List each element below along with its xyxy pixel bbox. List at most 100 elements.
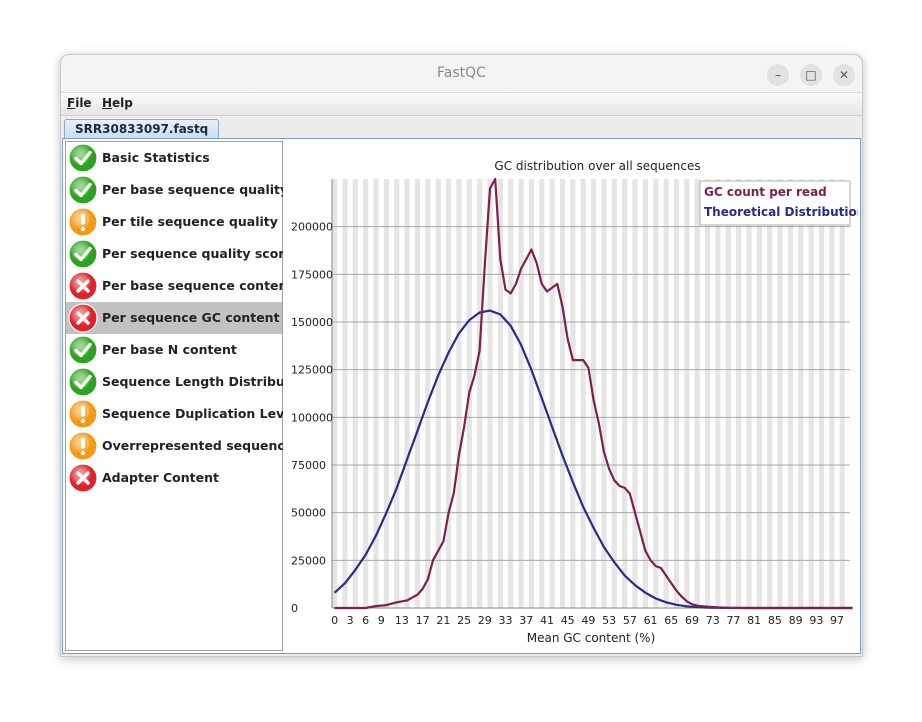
x-tick-label: 21 xyxy=(436,614,450,627)
module-item[interactable]: Per sequence quality scores xyxy=(66,238,300,270)
module-item[interactable]: Per base N content xyxy=(66,334,282,366)
cross-icon xyxy=(68,463,98,493)
grid-stripe xyxy=(715,179,721,608)
grid-stripe xyxy=(663,179,669,608)
title-bar[interactable]: FastQC – □ ✕ xyxy=(61,55,862,93)
x-tick-label: 89 xyxy=(789,614,803,627)
module-item[interactable]: Per sequence GC content xyxy=(66,302,282,334)
window-title: FastQC xyxy=(437,65,486,81)
grid-stripe xyxy=(404,179,410,608)
x-tick-label: 41 xyxy=(540,614,554,627)
fastqc-window: FastQC – □ ✕ File Help SRR30833097.fastq… xyxy=(60,54,863,657)
grid-stripe xyxy=(342,179,348,608)
module-item[interactable]: Overrepresented sequences xyxy=(66,430,301,462)
grid-stripe xyxy=(425,179,431,608)
grid-stripe xyxy=(332,179,338,608)
maximize-button[interactable]: □ xyxy=(800,64,822,86)
x-tick-label: 37 xyxy=(519,614,533,627)
chart-svg: GC distribution over all sequences 0 25000… xyxy=(291,159,858,645)
x-tick-label: 25 xyxy=(457,614,471,627)
warning-icon xyxy=(68,399,98,429)
warning-icon xyxy=(68,207,98,237)
grid-stripe xyxy=(642,179,648,608)
check-icon xyxy=(68,175,98,205)
grid-stripe xyxy=(673,179,680,608)
module-item[interactable]: Adapter Content xyxy=(66,462,282,494)
legend-entry: GC count per read xyxy=(704,185,827,199)
gc-content-chart: GC distribution over all sequences 0 25000… xyxy=(283,141,858,651)
y-tick-label: 175000 xyxy=(291,268,333,281)
x-tick-label: 73 xyxy=(706,614,720,627)
module-label: Overrepresented sequences xyxy=(102,438,301,453)
module-label: Per tile sequence quality xyxy=(102,214,278,229)
chart-title: GC distribution over all sequences xyxy=(494,159,700,173)
grid-stripe xyxy=(518,179,524,608)
legend-box xyxy=(699,180,851,226)
grid-stripe xyxy=(373,179,379,608)
grid-stripe xyxy=(829,179,835,608)
maximize-icon: □ xyxy=(805,68,817,82)
grid-stripe xyxy=(736,179,742,608)
x-tick-label: 17 xyxy=(416,614,430,627)
grid-stripe xyxy=(839,179,845,608)
menu-help[interactable]: Help xyxy=(102,96,133,110)
module-item[interactable]: Sequence Duplication Levels xyxy=(66,398,304,430)
x-tick-label: 6 xyxy=(362,614,369,627)
module-item[interactable]: Per base sequence content xyxy=(66,270,293,302)
x-tick-label: 45 xyxy=(561,614,575,627)
module-item[interactable]: Basic Statistics xyxy=(66,142,282,174)
grid-stripe xyxy=(559,179,566,608)
grid-stripe xyxy=(746,179,752,608)
check-icon xyxy=(68,143,98,173)
grid-stripe xyxy=(622,179,628,608)
y-tick-label: 0 xyxy=(291,602,298,615)
y-tick-label: 100000 xyxy=(291,411,333,424)
module-label: Per sequence quality scores xyxy=(102,246,301,261)
grid-stripe xyxy=(363,179,369,608)
module-label: Per sequence GC content xyxy=(102,310,280,325)
check-icon xyxy=(68,367,98,397)
x-tick-label: 49 xyxy=(581,614,595,627)
grid-stripe xyxy=(456,179,462,608)
minimize-button[interactable]: – xyxy=(767,64,789,86)
close-button[interactable]: ✕ xyxy=(833,64,855,86)
x-tick-label: 69 xyxy=(685,614,699,627)
module-item[interactable]: Per base sequence quality xyxy=(66,174,288,206)
grid-stripe xyxy=(549,179,555,608)
chart-legend: GC count per read Theoretical Distributio… xyxy=(699,180,858,226)
grid-stripe xyxy=(611,179,617,608)
grid-stripe xyxy=(756,179,762,608)
x-tick-label: 85 xyxy=(768,614,782,627)
x-tick-label: 77 xyxy=(726,614,740,627)
module-list: Basic Statistics Per base sequence qualit… xyxy=(65,141,313,651)
y-tick-label: 200000 xyxy=(291,221,333,234)
module-item[interactable]: Per tile sequence quality xyxy=(66,206,282,238)
report-panel: Basic Statistics Per base sequence qualit… xyxy=(62,138,861,654)
module-item[interactable]: Sequence Length Distribution xyxy=(66,366,313,398)
x-tick-label: 0 xyxy=(331,614,338,627)
grid-stripe xyxy=(528,179,535,608)
minimize-icon: – xyxy=(775,68,781,82)
cross-icon xyxy=(68,271,98,301)
x-tick-label: 3 xyxy=(347,614,354,627)
grid-stripe xyxy=(725,179,731,608)
grid-stripe xyxy=(487,179,493,608)
grid-stripe xyxy=(394,179,400,608)
menu-file[interactable]: File xyxy=(67,96,92,110)
grid-stripe xyxy=(777,179,783,608)
close-icon: ✕ xyxy=(838,68,850,82)
menu-bar: File Help xyxy=(61,93,862,116)
grid-stripe xyxy=(445,179,452,608)
grid-stripe xyxy=(414,179,421,608)
grid-stripe xyxy=(684,179,690,608)
grid-stripe xyxy=(539,179,545,608)
series-line xyxy=(333,309,853,610)
grid-stripe xyxy=(477,179,483,608)
cross-icon xyxy=(68,303,98,333)
module-label: Per base N content xyxy=(102,342,237,357)
tab-strip: SRR30833097.fastq xyxy=(61,116,862,139)
tab-fastq-file[interactable]: SRR30833097.fastq xyxy=(64,119,220,139)
module-label: Adapter Content xyxy=(102,470,219,485)
grid-stripe xyxy=(580,179,586,608)
y-tick-label: 125000 xyxy=(291,364,333,377)
